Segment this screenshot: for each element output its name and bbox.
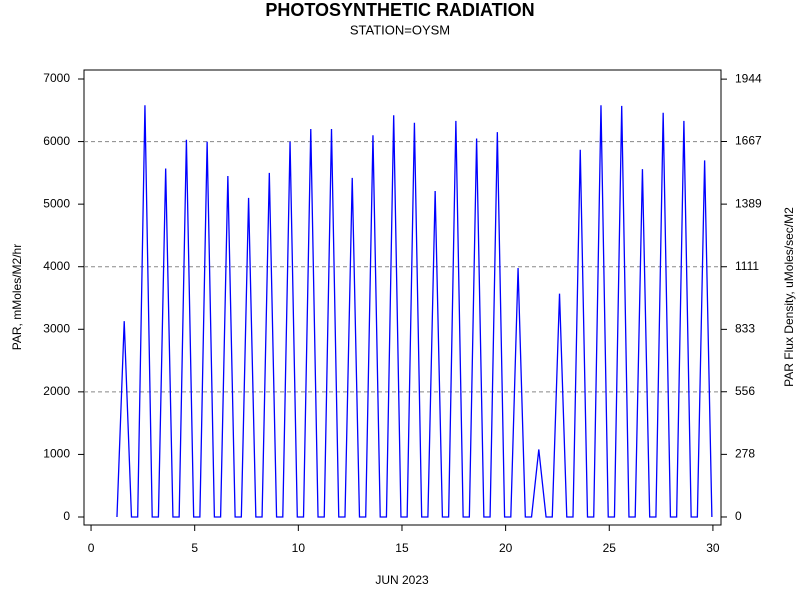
y2-tick-label: 0 — [735, 509, 742, 523]
y2-tick-label: 278 — [735, 447, 755, 461]
y2-tick-label: 833 — [735, 322, 755, 336]
chart-subtitle: STATION=OYSM — [350, 22, 450, 37]
y-tick-label: 7000 — [43, 71, 70, 85]
y-tick-label: 5000 — [43, 196, 70, 210]
y2-tick-label: 1667 — [735, 134, 762, 148]
x-tick-label: 15 — [395, 541, 409, 555]
data-line — [116, 105, 713, 518]
x-tick-label: 0 — [88, 541, 95, 555]
x-tick-label: 30 — [706, 541, 720, 555]
plot-frame — [83, 69, 722, 526]
y-axis-label: PAR, mMoles/M2/hr — [10, 244, 24, 350]
y2-tick-label: 1389 — [735, 196, 762, 210]
y2-tick-label: 1111 — [735, 259, 759, 273]
x-tick-label: 20 — [499, 541, 513, 555]
y-tick-label: 0 — [63, 509, 70, 523]
y2-tick-label: 1944 — [735, 71, 762, 85]
y-tick-label: 6000 — [43, 134, 70, 148]
y-tick-label: 4000 — [43, 259, 70, 273]
y2-tick-label: 556 — [735, 384, 755, 398]
chart-title: PHOTOSYNTHETIC RADIATION — [265, 0, 534, 20]
x-tick-label: 25 — [603, 541, 617, 555]
y-tick-label: 2000 — [43, 384, 70, 398]
y-tick-label: 3000 — [43, 321, 70, 335]
x-axis-label: JUN 2023 — [375, 573, 429, 587]
x-tick-label: 10 — [292, 541, 306, 555]
x-tick-label: 5 — [191, 541, 198, 555]
y2-axis-label: PAR Flux Density, uMoles/sec/M2 — [782, 207, 796, 387]
y-tick-label: 1000 — [43, 447, 70, 461]
